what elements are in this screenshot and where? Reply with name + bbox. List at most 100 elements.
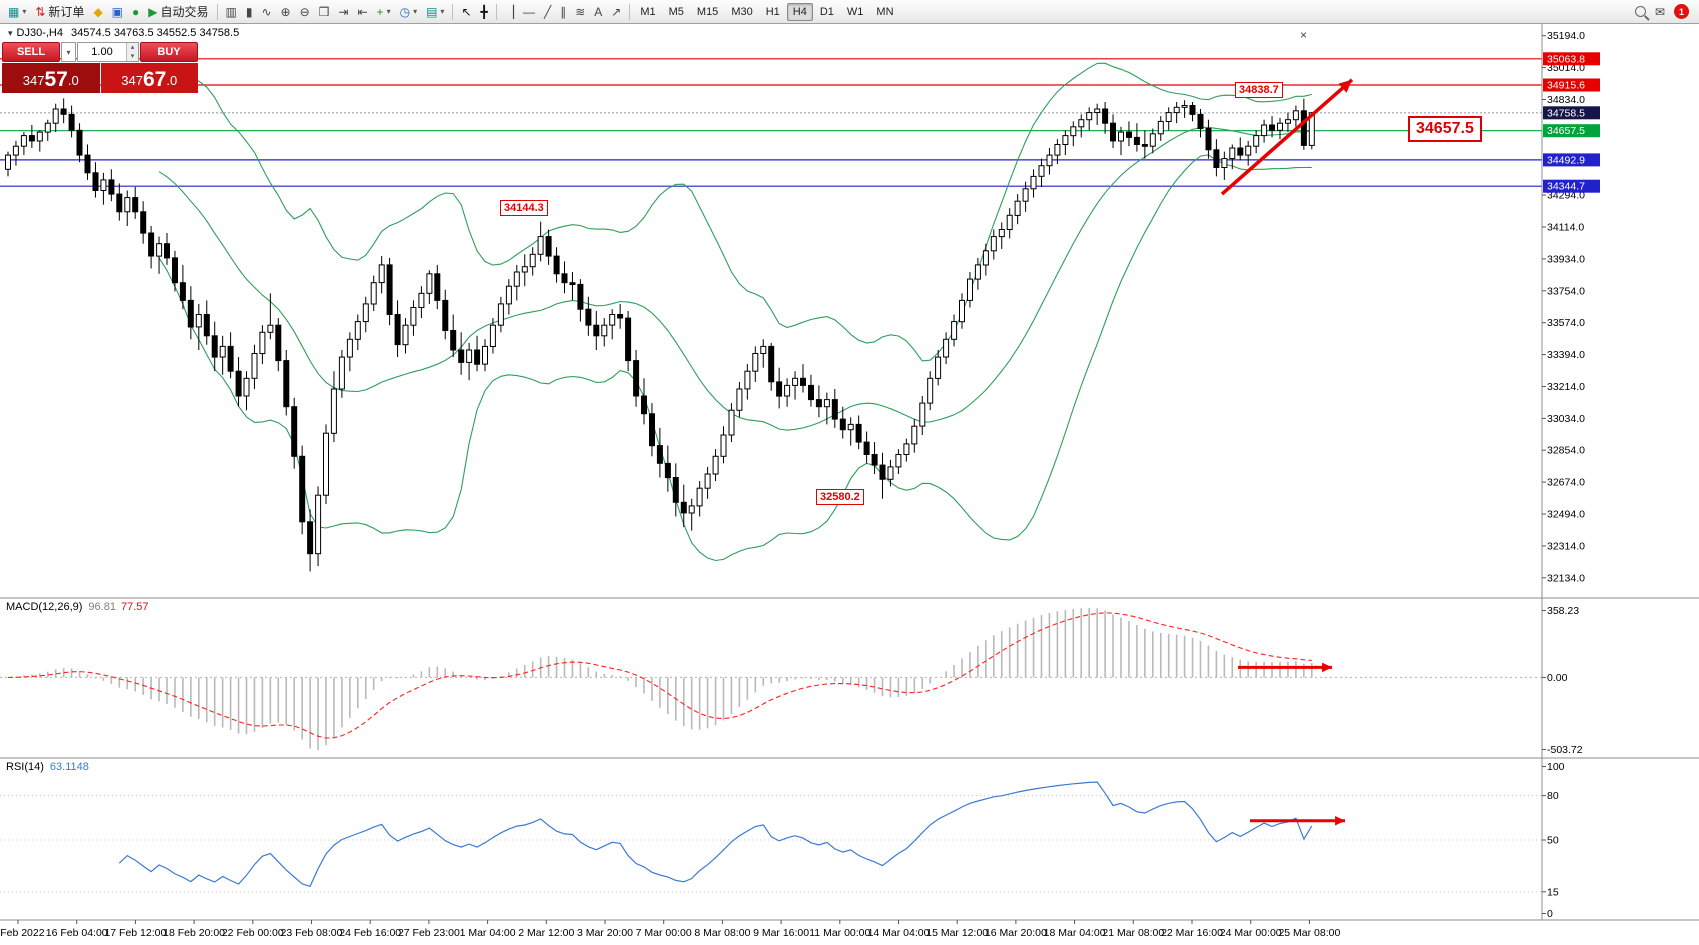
sell-price-big: 57 (44, 68, 68, 91)
main-toolbar: ▦ ▾ ⇅ 新订单 ◆ ▣ ● ▶ 自动交易 ▥ ▮ ∿ ⊕ ⊖ ❒ ⇥ ⇤ +… (0, 0, 1699, 24)
indicators-plus-icon: + (376, 4, 384, 19)
svg-text:16 Feb 04:00: 16 Feb 04:00 (46, 927, 108, 939)
community-button[interactable]: ● (128, 1, 143, 22)
macd-arrow[interactable] (1238, 662, 1332, 673)
svg-text:80: 80 (1547, 790, 1559, 802)
autotrade-label: 自动交易 (160, 5, 209, 19)
svg-text:24 Mar 00:00: 24 Mar 00:00 (1220, 927, 1282, 939)
timeframe-w1[interactable]: W1 (846, 5, 864, 18)
timeframe-h1[interactable]: H1 (765, 5, 780, 18)
buy-button[interactable]: BUY (140, 42, 198, 62)
new-chart-icon: ▦ (8, 4, 20, 19)
trend-arrow[interactable] (1220, 78, 1354, 196)
chart-region[interactable]: 35194.0 35014.0 34834.0 34294.0 34114.0 33934… (0, 24, 1699, 945)
new-chart-button[interactable]: ▦ ▾ (4, 1, 30, 22)
volume-dropdown[interactable]: ▾ (61, 42, 76, 62)
svg-text:100: 100 (1547, 761, 1565, 773)
auto-scroll-icon: ⇥ (338, 4, 349, 19)
chevron-down-icon: ▾ (440, 7, 445, 16)
chevron-down-icon: ▾ (66, 47, 71, 57)
candlestick-chart-button[interactable]: ▮ (242, 1, 257, 22)
templates-button[interactable]: ▤ ▾ (422, 1, 448, 22)
notifications-badge[interactable]: 1 (1674, 4, 1689, 19)
svg-text:33754.0: 33754.0 (1547, 285, 1585, 297)
bar-chart-button[interactable]: ▥ (222, 1, 241, 22)
autotrade-button[interactable]: ▶ 自动交易 (144, 1, 212, 22)
svg-text:23 Feb 08:00: 23 Feb 08:00 (281, 927, 343, 939)
close-icon[interactable]: × (1300, 28, 1308, 42)
svg-text:9 Mar 16:00: 9 Mar 16:00 (753, 927, 809, 939)
svg-text:3 Mar 20:00: 3 Mar 20:00 (577, 927, 633, 939)
svg-text:18 Feb 20:00: 18 Feb 20:00 (163, 927, 225, 939)
periods-button[interactable]: ◷ ▾ (396, 1, 422, 22)
mql5-button[interactable]: ◆ (89, 1, 106, 22)
svg-text:2 Mar 12:00: 2 Mar 12:00 (518, 927, 574, 939)
mql5-icon: ◆ (93, 4, 103, 19)
svg-text:34915.6: 34915.6 (1547, 80, 1585, 92)
arrows-tool-button[interactable]: ↗ (607, 1, 625, 22)
symbol-period-label: DJ30-,H4 (16, 27, 63, 39)
channel-button[interactable]: ∥ (556, 1, 570, 22)
candlestick-chart-icon: ▮ (245, 4, 253, 19)
text-tool-button[interactable]: A (590, 1, 606, 22)
svg-text:32494.0: 32494.0 (1547, 509, 1585, 521)
svg-text:7 Mar 00:00: 7 Mar 00:00 (636, 927, 692, 939)
volume-down-icon[interactable]: ▾ (127, 52, 138, 61)
buy-price[interactable]: 347 67.0 (100, 63, 198, 93)
timeframe-m30[interactable]: M30 (731, 5, 753, 18)
cursor-button[interactable]: ↖ (457, 1, 475, 22)
price-axis[interactable]: 35194.035014.034834.034294.034114.033934… (1541, 24, 1600, 920)
chart-shift-button[interactable]: ⇤ (353, 1, 371, 22)
svg-text:34657.5: 34657.5 (1547, 125, 1585, 137)
chevron-down-icon: ▾ (386, 7, 391, 16)
volume-up-icon[interactable]: ▴ (127, 43, 138, 52)
horizontal-line-button[interactable]: ― (519, 1, 539, 22)
svg-text:35194.0: 35194.0 (1547, 30, 1585, 42)
volume-value: 1.00 (91, 46, 113, 58)
auto-scroll-button[interactable]: ⇥ (334, 1, 352, 22)
timeframe-m15[interactable]: M15 (696, 5, 719, 18)
timeframe-mn[interactable]: MN (876, 5, 894, 18)
macd-label: MACD(12,26,9) 96.81 77.57 (6, 601, 148, 613)
timeframe-m1[interactable]: M1 (640, 5, 656, 18)
timeframe-d1[interactable]: D1 (819, 5, 834, 18)
fibonacci-button[interactable]: ≋ (571, 1, 589, 22)
chart-canvas[interactable]: 35194.035014.034834.034294.034114.033934… (0, 24, 1699, 945)
price-annotation-swing-high[interactable]: 34144.3 (500, 200, 548, 216)
indicators-button[interactable]: + ▾ (373, 1, 395, 22)
vertical-line-button[interactable]: ▕ (501, 1, 518, 22)
svg-text:358.23: 358.23 (1547, 605, 1579, 617)
svg-text:22 Mar 16:00: 22 Mar 16:00 (1161, 927, 1223, 939)
svg-text:6 Feb 2022: 6 Feb 2022 (0, 927, 45, 939)
timeframe-m5[interactable]: M5 (668, 5, 684, 18)
tile-windows-button[interactable]: ❒ (315, 1, 334, 22)
price-annotation-high[interactable]: 34838.7 (1235, 82, 1283, 98)
trendline-icon: ╱ (543, 4, 552, 19)
new-order-button[interactable]: ⇅ 新订单 (31, 1, 88, 22)
sell-price[interactable]: 347 57.0 (2, 63, 100, 93)
collapse-triangle-icon[interactable]: ▾ (8, 28, 13, 38)
sell-button[interactable]: SELL (2, 42, 60, 62)
horizontal-level-lines[interactable] (0, 58, 1542, 187)
svg-text:24 Feb 16:00: 24 Feb 16:00 (339, 927, 401, 939)
search-button[interactable] (1631, 1, 1650, 22)
macd-signal-line (7, 612, 1312, 739)
rsi-arrow[interactable] (1250, 816, 1345, 826)
zoom-in-button[interactable]: ⊕ (277, 1, 295, 22)
svg-text:34758.5: 34758.5 (1547, 107, 1585, 119)
line-chart-button[interactable]: ∿ (257, 1, 275, 22)
trendline-button[interactable]: ╱ (540, 1, 555, 22)
charts-button[interactable]: ▣ (108, 1, 127, 22)
price-annotation-swing-low[interactable]: 32580.2 (816, 489, 864, 505)
mail-button[interactable]: ✉ (1651, 1, 1669, 22)
zoom-out-button[interactable]: ⊖ (296, 1, 314, 22)
svg-text:32854.0: 32854.0 (1547, 445, 1585, 457)
toolbar-separator (452, 3, 454, 20)
tile-windows-icon: ❒ (318, 4, 330, 19)
crosshair-button[interactable]: ╋ (477, 1, 492, 22)
price-annotation-level[interactable]: 34657.5 (1408, 116, 1482, 142)
timeframe-h4[interactable]: H4 (786, 2, 813, 21)
volume-input[interactable]: 1.00 ▴ ▾ (77, 42, 139, 62)
